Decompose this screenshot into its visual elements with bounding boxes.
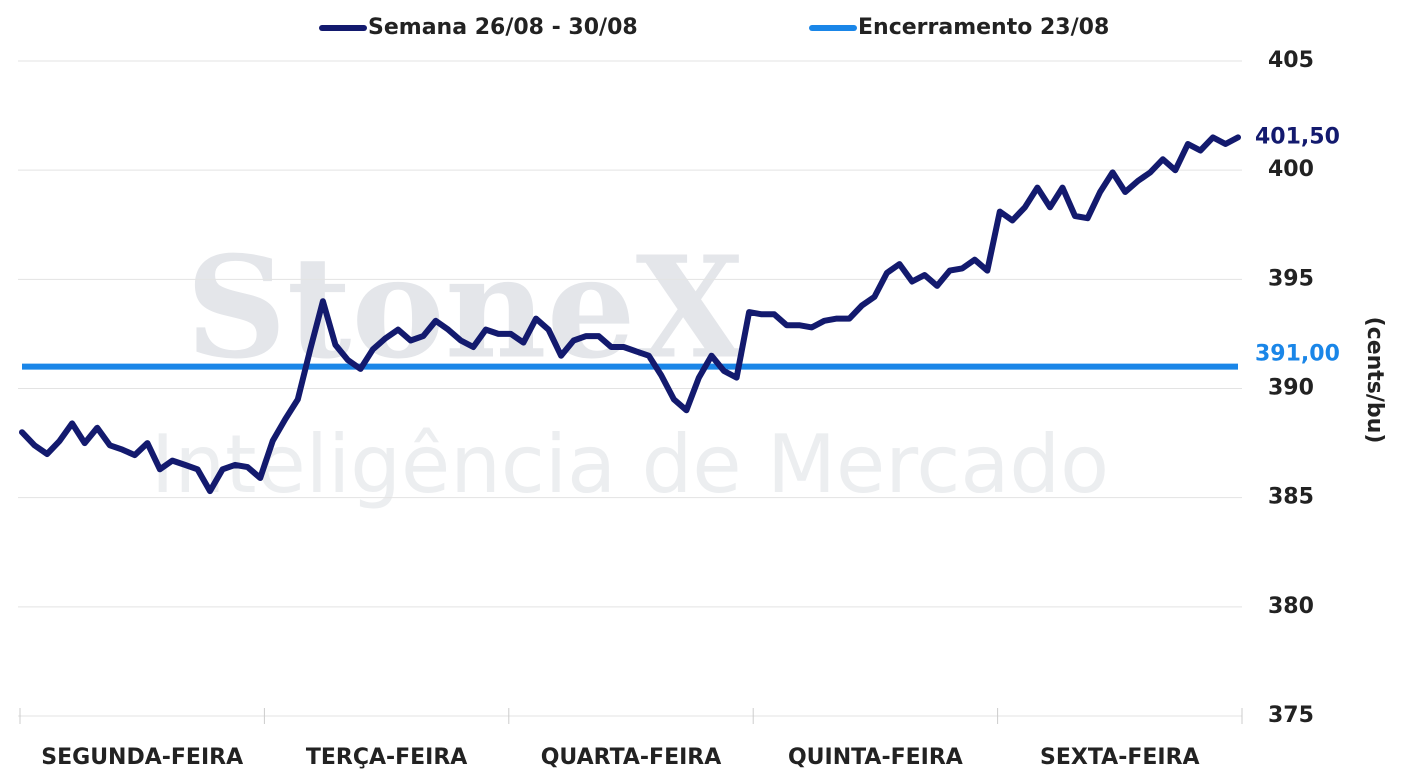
y-tick-label: 380 — [1268, 594, 1314, 619]
y-tick-label: 405 — [1268, 48, 1314, 73]
y-axis-label: (cents/bu) — [1362, 317, 1387, 444]
legend-label: Semana 26/08 - 30/08 — [368, 15, 638, 40]
end-label: 401,50 — [1255, 124, 1340, 149]
y-tick-label: 400 — [1268, 157, 1314, 182]
series-line — [19, 134, 1241, 495]
legend-label: Encerramento 23/08 — [858, 15, 1109, 40]
y-tick-label: 375 — [1268, 703, 1314, 728]
y-tick-label: 385 — [1268, 485, 1314, 510]
y-tick-label: 395 — [1268, 266, 1314, 291]
reference-label: 391,00 — [1255, 342, 1340, 367]
x-tick-label: SEGUNDA-FEIRA — [41, 745, 243, 770]
y-tick-label: 390 — [1268, 376, 1314, 401]
x-tick-label: QUINTA-FEIRA — [788, 745, 963, 770]
x-tick-label: SEXTA-FEIRA — [1040, 745, 1200, 770]
x-tick-label: QUARTA-FEIRA — [541, 745, 722, 770]
x-tick-label: TERÇA-FEIRA — [306, 745, 468, 770]
watermark: Inteligência de Mercado — [151, 418, 1109, 511]
